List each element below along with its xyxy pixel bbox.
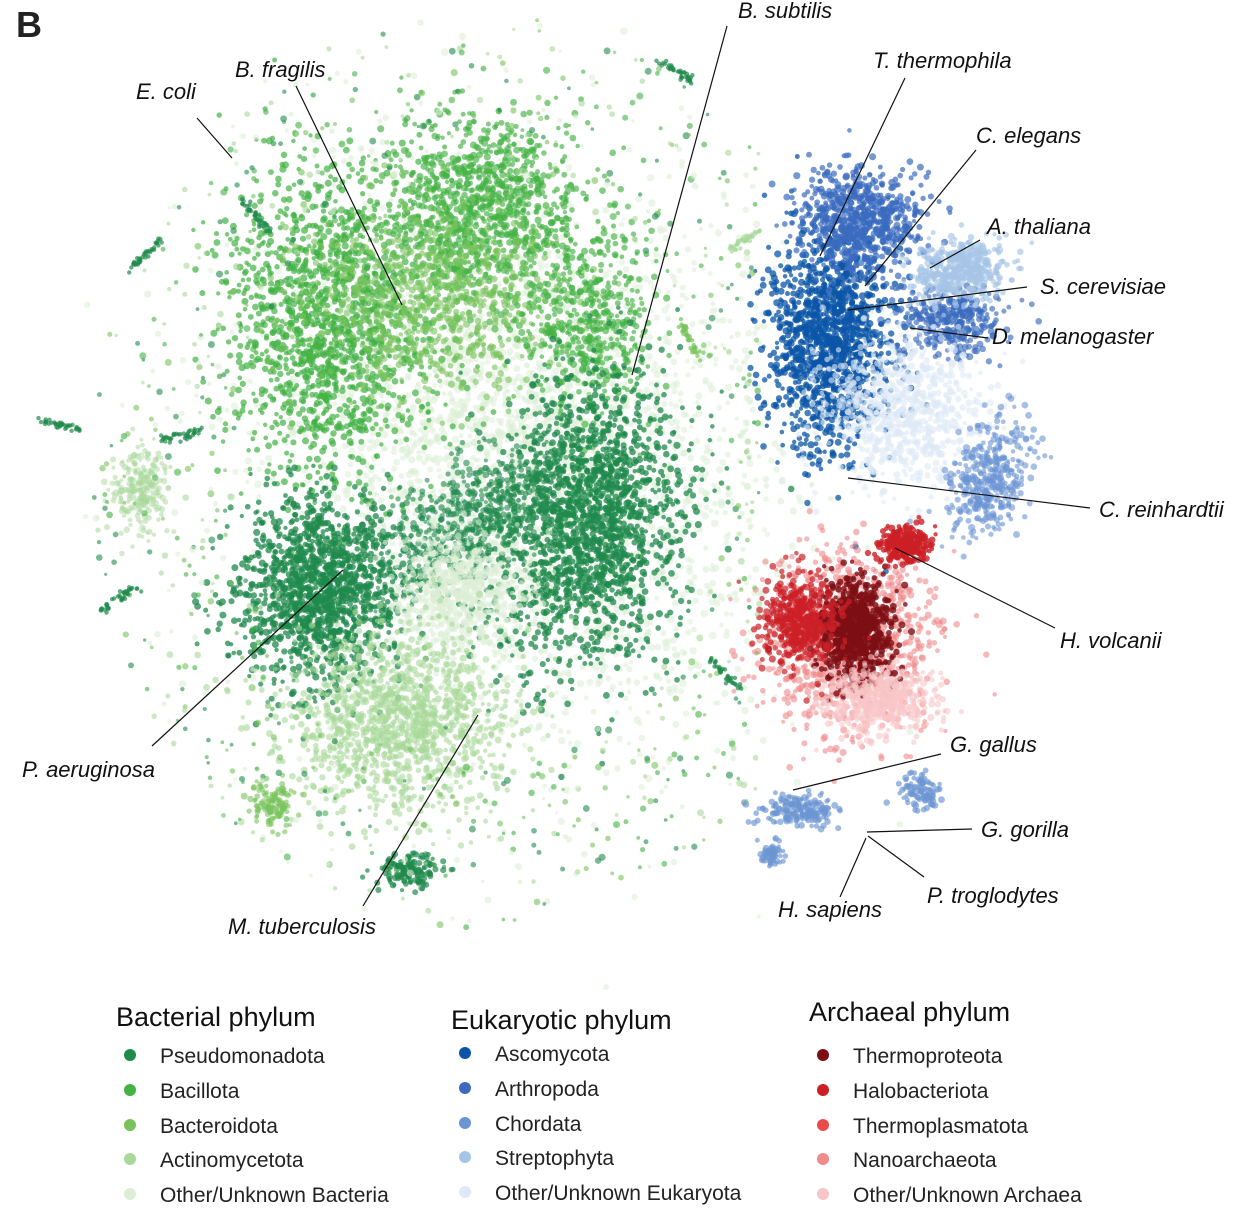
scatter-clusters [36,18,1054,990]
species-label-b-fragilis: B. fragilis [235,57,325,82]
cluster-arthropoda-top [768,128,953,304]
leader-line-d-melanogaster [909,327,989,339]
legend-swatch [817,1188,829,1200]
legend-swatch [817,1119,829,1131]
legend-swatch [124,1084,136,1096]
cluster-chordata-island-small [754,835,789,869]
cluster-chordata-island-gallus [740,787,890,833]
species-label-h-sapiens: H. sapiens [778,897,882,922]
legend-swatch [817,1153,829,1165]
cluster-thermoproteota [765,559,916,704]
legend-entry-label: Nanoarchaeota [853,1149,997,1172]
leader-line-g-gorilla [866,828,973,833]
legend-swatch [459,1082,471,1094]
cluster-halobacteriota [736,550,872,704]
legend-entry-label: Bacteroidota [160,1115,278,1138]
leader-line-g-gallus [792,753,942,791]
cluster-other-bacteria-lower [372,496,557,689]
species-label-g-gallus: G. gallus [950,732,1037,757]
legend-swatch [124,1049,136,1061]
species-label-b-subtilis: B. subtilis [738,0,832,23]
legend-group-archaeal-phylum: Archaeal phylum Thermoproteota Halobacteri… [809,997,1082,1207]
leader-line-a-thaliana [929,239,981,269]
legend-swatch [817,1084,829,1096]
legend-entry-label: Thermoplasmatota [853,1115,1028,1138]
leader-line-t-thermophila [819,77,906,257]
cluster-bacillota-right [480,167,679,458]
species-label-p-aeruginosa: P. aeruginosa [22,757,155,782]
legend-entry-label: Streptophyta [495,1147,614,1170]
legend-entry-label: Other/Unknown Archaea [853,1184,1082,1207]
species-label-c-reinhardtii: C. reinhardtii [1099,497,1225,522]
species-label-c-elegans: C. elegans [976,123,1081,148]
species-label-h-volcanii: H. volcanii [1060,628,1163,653]
cluster-bacteroidota-center [230,164,648,432]
cluster-halobacteriota-top [864,514,938,570]
legend-swatch [124,1153,136,1165]
species-label-a-thaliana: A. thaliana [985,214,1091,239]
cluster-pseudomonadota-right [364,305,795,781]
legend-swatch [817,1049,829,1061]
cluster-streptophyta [887,222,1035,323]
leader-line-e-coli [196,117,233,159]
species-label-e-coli: E. coli [136,79,197,104]
legend-entry-label: Bacillota [160,1080,240,1103]
species-annotations: E. coli B. fragilis B. subtilis T. thermoph… [22,0,1225,939]
leader-line-p-troglodytes [867,835,925,878]
species-label-s-cerevisiae: S. cerevisiae [1040,274,1166,299]
legend-title: Bacterial phylum [116,1002,316,1032]
cluster-other-eukaryota [778,300,1026,515]
legend-title: Eukaryotic phylum [451,1005,672,1035]
species-label-m-tuberculosis: M. tuberculosis [228,914,376,939]
species-label-d-melanogaster: D. melanogaster [992,324,1155,349]
legend-entry-label: Arthropoda [495,1078,599,1101]
legend-entry-label: Other/Unknown Bacteria [160,1184,389,1207]
legend-swatch [459,1047,471,1059]
legend-entry-label: Ascomycota [495,1043,610,1066]
legend-entry-label: Pseudomonadota [160,1045,325,1068]
legend-entry-label: Thermoproteota [853,1045,1003,1068]
species-label-p-troglodytes: P. troglodytes [927,883,1059,908]
cluster-chordata-right [907,392,1054,560]
leader-line-c-elegans [864,149,977,287]
legend-swatch [459,1186,471,1198]
legend-swatch [459,1151,471,1163]
legend-entry-label: Halobacteriota [853,1080,989,1103]
species-label-t-thermophila: T. thermophila [873,48,1012,73]
legend-group-bacterial-phylum: Bacterial phylum Pseudomonadota Bacillota B… [116,1002,389,1207]
annotation-leader-lines [151,25,1091,907]
leader-line-m-tuberculosis [362,714,479,907]
cluster-pseudomonadota-lower-left [191,463,476,742]
cluster-chordata-island-right [895,767,945,814]
legend-swatch [459,1117,471,1129]
leader-line-h-volcanii [894,547,1056,629]
leader-line-c-reinhardtii [847,477,1091,509]
legend-swatch [124,1119,136,1131]
legend-entry-label: Chordata [495,1113,582,1136]
cluster-scattered-satellites [36,18,763,931]
panel-label: B [16,4,42,45]
leader-line-h-sapiens [839,837,867,898]
legend-swatch [124,1188,136,1200]
legend-entry-label: Actinomycetota [160,1149,304,1172]
species-label-g-gorilla: G. gorilla [981,817,1069,842]
cluster-bacteroidota-bottom-left [246,772,307,838]
cluster-actinomycetota-bottom [237,501,575,893]
leader-line-p-aeruginosa [151,569,344,747]
legend-group-eukaryotic-phylum: Eukaryotic phylum Ascomycota Arthropoda Cho… [451,1005,742,1205]
legend: Bacterial phylum Pseudomonadota Bacillota B… [116,997,1082,1207]
cluster-other-archaea [811,651,964,753]
leader-line-b-fragilis [295,85,403,306]
legend-entry-label: Other/Unknown Eukaryota [495,1182,742,1205]
legend-title: Archaeal phylum [809,997,1010,1027]
leader-line-s-cerevisiae [847,286,1028,311]
leader-line-b-subtilis [631,25,728,376]
